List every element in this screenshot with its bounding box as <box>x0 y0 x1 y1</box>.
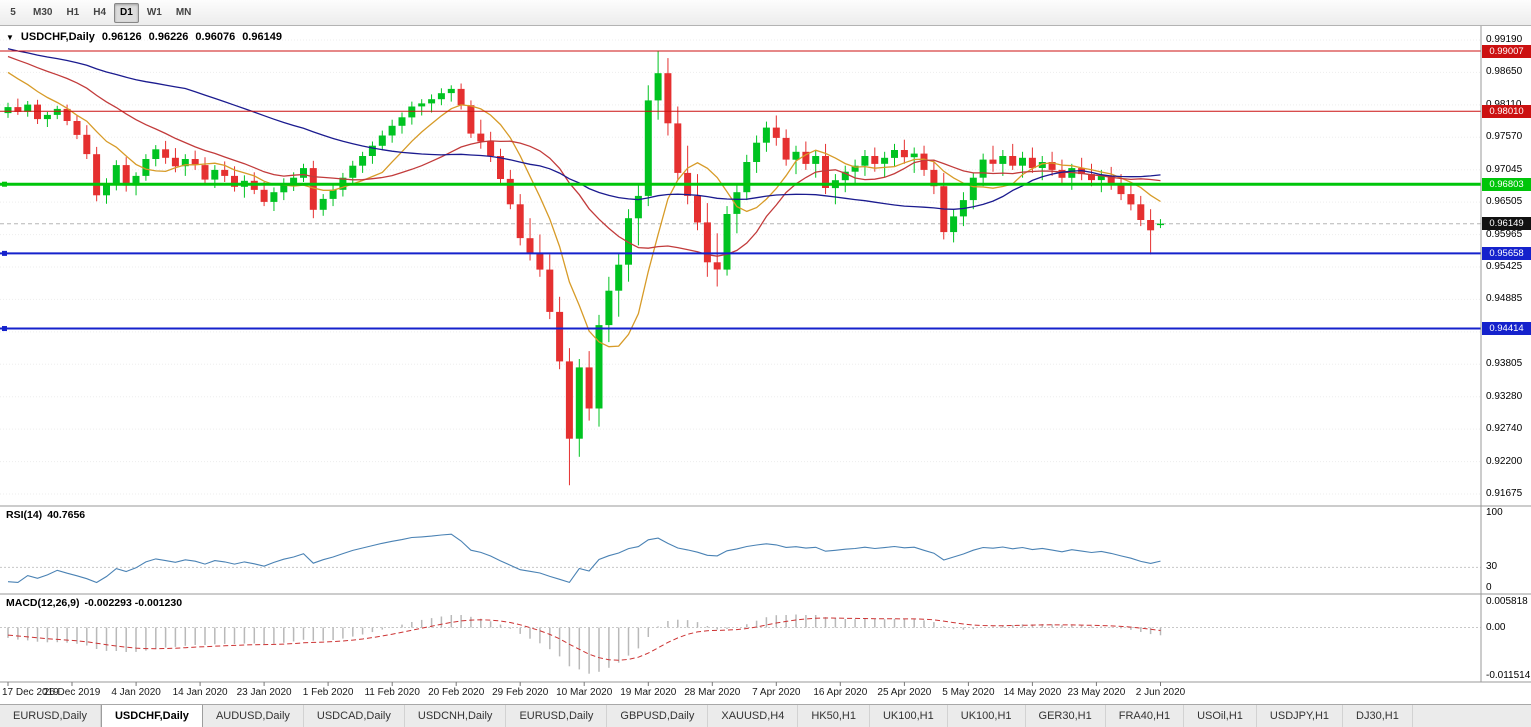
axis-frame <box>0 26 1531 686</box>
chart-tab-dj30-h1[interactable]: DJ30,H1 <box>1343 705 1413 727</box>
candlestick-series <box>4 50 1164 486</box>
chart-tab-usdcnh-daily[interactable]: USDCNH,Daily <box>405 705 507 727</box>
timeframe-button-d1[interactable]: D1 <box>114 2 139 23</box>
chart-tab-fra40-h1[interactable]: FRA40,H1 <box>1106 705 1185 727</box>
rsi-panel <box>0 533 1481 584</box>
timeframe-button-w1[interactable]: W1 <box>146 7 162 18</box>
timeframe-button-h1[interactable]: H1 <box>66 7 80 18</box>
chart-tab-audusd-daily[interactable]: AUDUSD,Daily <box>203 705 304 727</box>
chart-tab-gbpusd-daily[interactable]: GBPUSD,Daily <box>607 705 709 727</box>
macd-indicator-label: MACD(12,26,9) -0.002293 -0.001230 <box>6 597 182 609</box>
ohlc-open: 0.96126 <box>101 31 142 43</box>
ohlc-low: 0.96076 <box>195 31 236 43</box>
macd-signal-line <box>7 617 1161 661</box>
rsi-line <box>7 533 1161 584</box>
ohlc-high: 0.96226 <box>148 31 189 43</box>
ma-fast-line <box>7 71 1161 348</box>
timeframe-button-m30[interactable]: M30 <box>33 7 53 18</box>
chart-tab-eurusd-daily[interactable]: EURUSD,Daily <box>0 705 101 727</box>
chart-symbol-label: USDCHF,Daily <box>20 31 95 43</box>
price-grid <box>0 39 1481 495</box>
rsi-label-text: RSI(14) <box>6 509 43 521</box>
timeframe-button-mn[interactable]: MN <box>175 7 192 18</box>
chart-tab-usdcad-daily[interactable]: USDCAD,Daily <box>304 705 405 727</box>
moving-averages <box>7 48 1161 348</box>
chart-tab-xauusd-h4[interactable]: XAUUSD,H4 <box>708 705 799 727</box>
ohlc-close: 0.96149 <box>242 31 282 43</box>
macd-panel <box>0 614 1481 674</box>
horizontal-level-lines <box>0 50 1481 332</box>
chart-ohlc-header: ▼ USDCHF,Daily 0.96126 0.96226 0.96076 0… <box>6 31 282 43</box>
chart-tab-usoil-h1[interactable]: USOil,H1 <box>1184 705 1257 727</box>
timeframe-toolbar: 5 M30 H1 H4 D1 W1 MN <box>0 0 1531 26</box>
chart-tab-eurusd-daily[interactable]: EURUSD,Daily <box>506 705 608 727</box>
chart-tab-ger30-h1[interactable]: GER30,H1 <box>1026 705 1106 727</box>
timeframe-button-h4[interactable]: H4 <box>93 7 107 18</box>
ma-mid-line <box>7 55 1161 257</box>
chart-tab-usdchf-daily[interactable]: USDCHF,Daily <box>100 705 203 727</box>
rsi-indicator-label: RSI(14) 40.7656 <box>6 509 85 521</box>
chart-tab-uk100-h1[interactable]: UK100,H1 <box>870 705 948 727</box>
chart-tab-uk100-h1[interactable]: UK100,H1 <box>948 705 1026 727</box>
timeframe-button-5[interactable]: 5 <box>10 7 16 18</box>
macd-label-text: MACD(12,26,9) <box>6 597 80 609</box>
ma-slow-line <box>7 48 1161 210</box>
symbol-collapse-icon[interactable]: ▼ <box>6 32 14 42</box>
rsi-value-text: 40.7656 <box>47 509 86 521</box>
chart-tabs-bar: EURUSD,Daily USDCHF,Daily AUDUSD,Daily USDC… <box>0 704 1531 727</box>
macd-values-text: -0.002293 -0.001230 <box>84 597 183 609</box>
chart-tab-usdjpy-h1[interactable]: USDJPY,H1 <box>1257 705 1344 727</box>
chart-tab-hk50-h1[interactable]: HK50,H1 <box>798 705 870 727</box>
